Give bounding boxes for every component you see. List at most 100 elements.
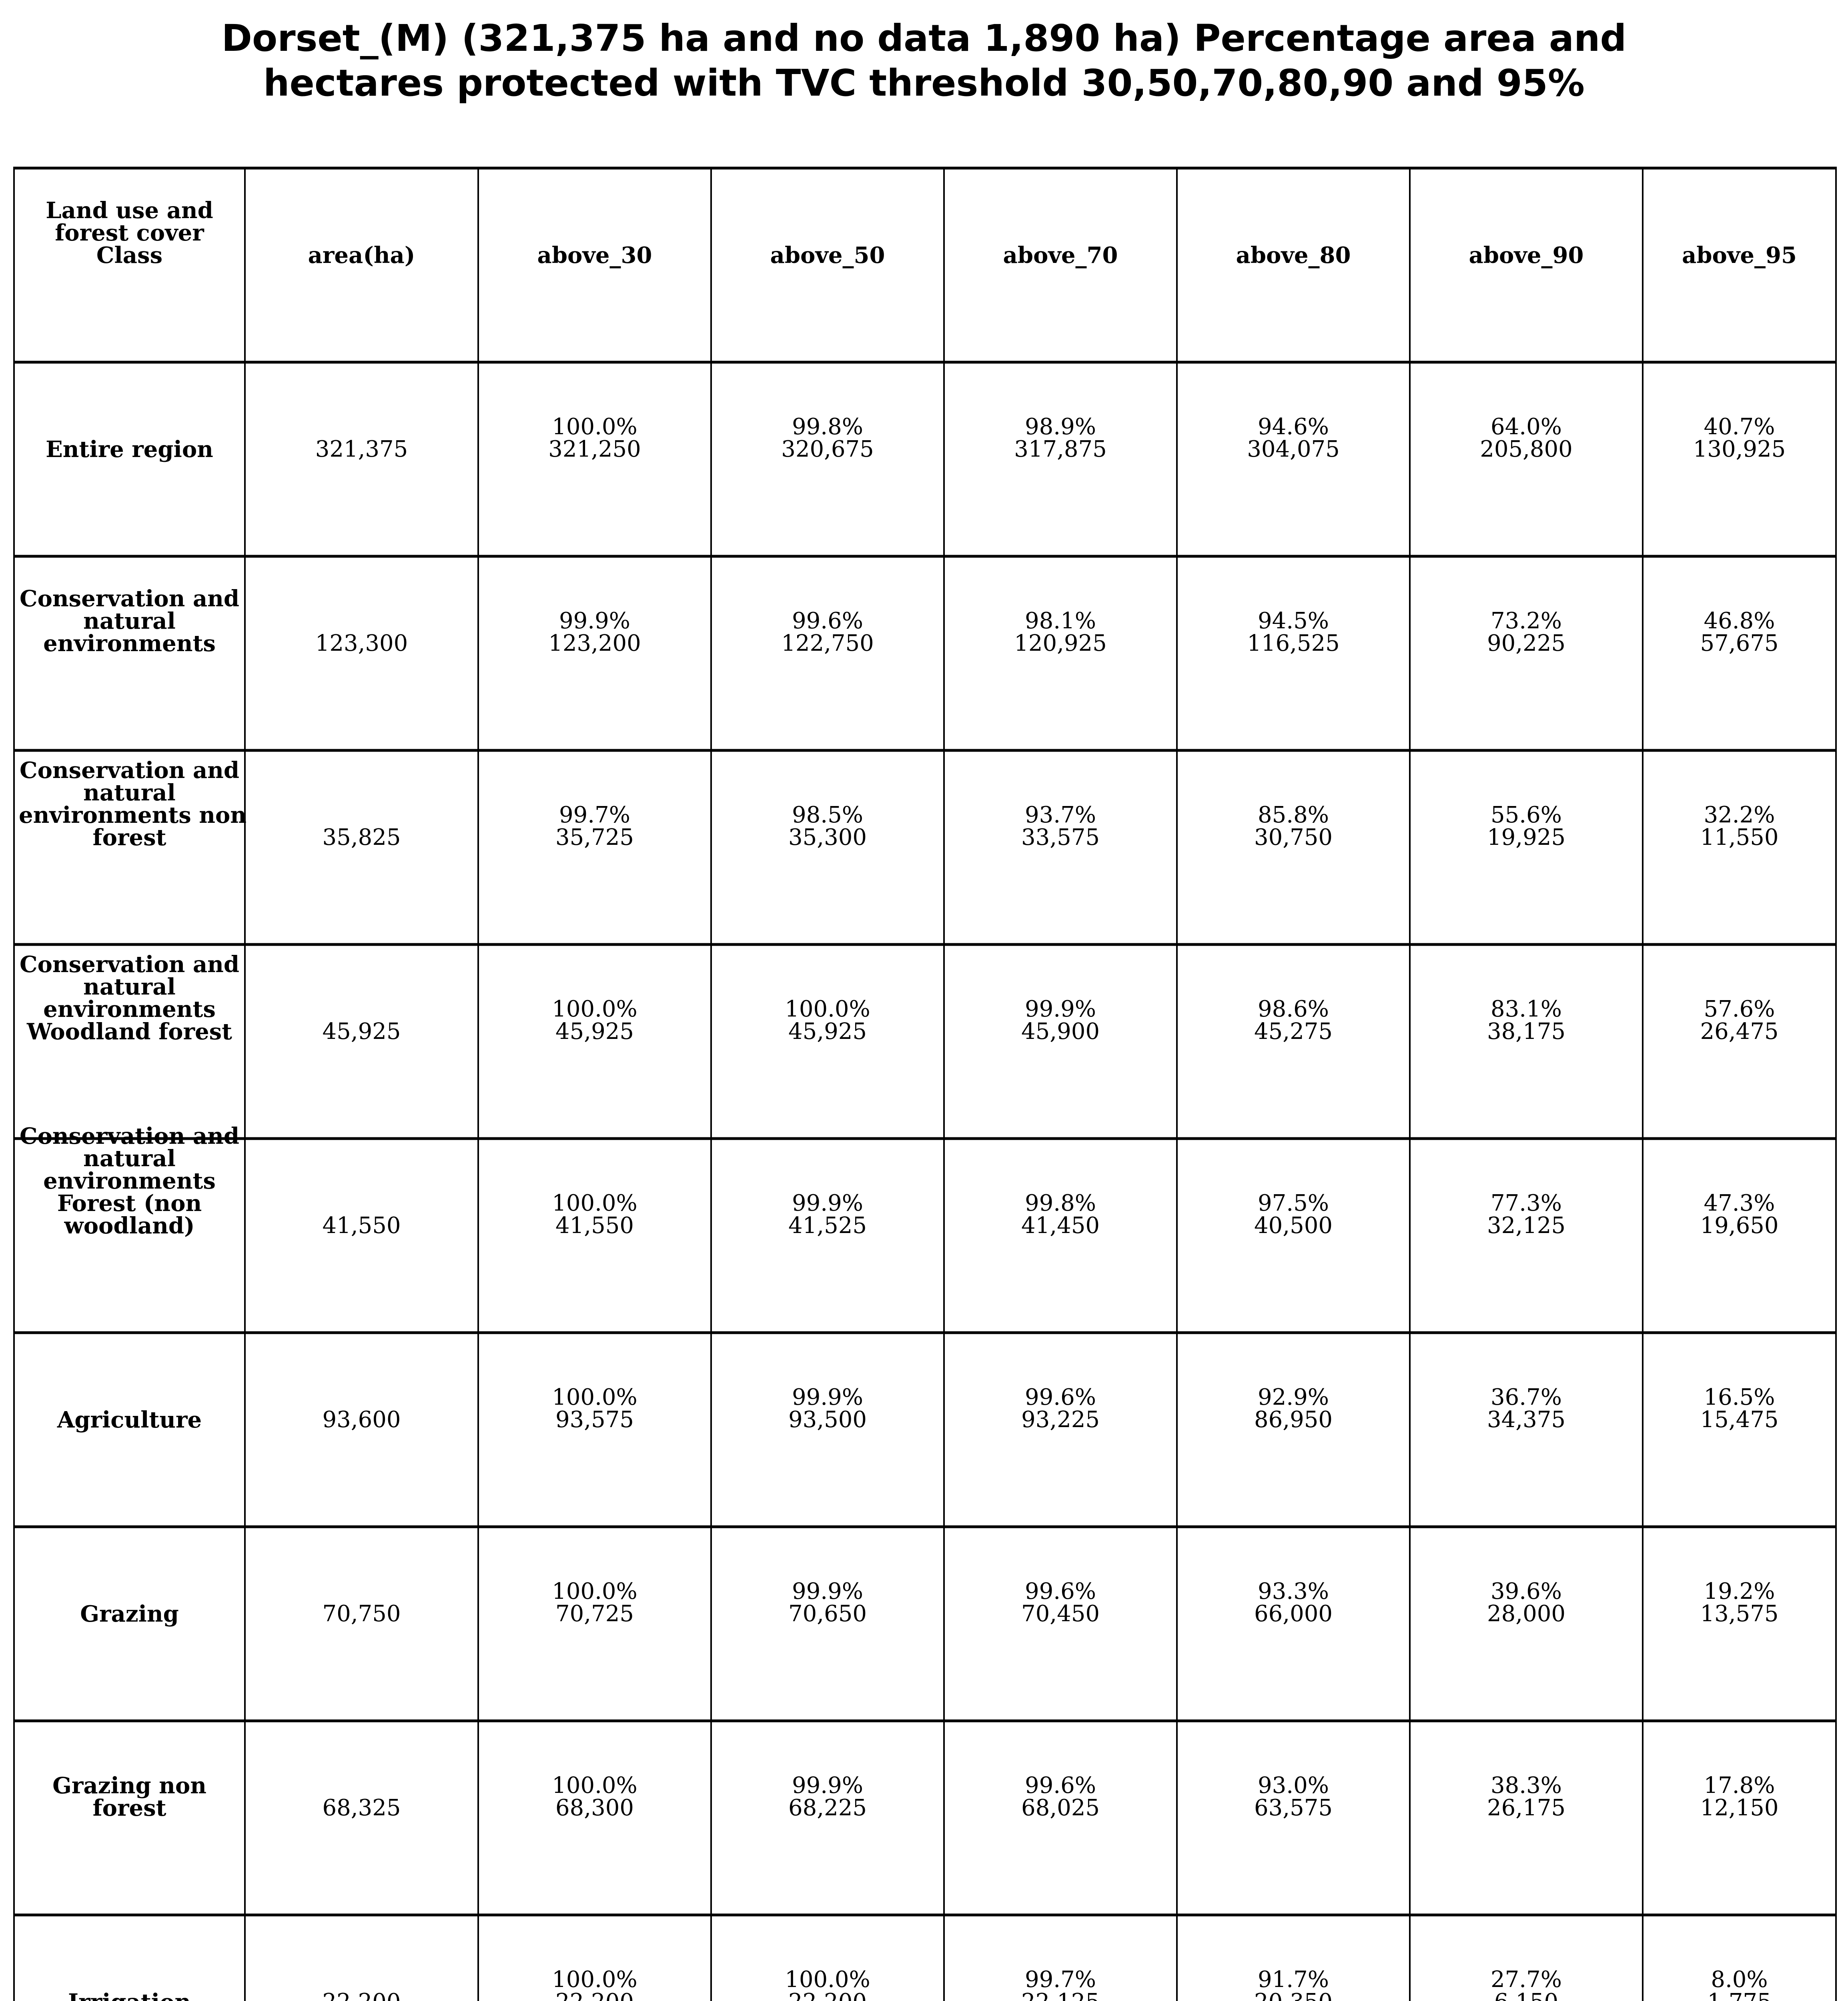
cell-text-line: Conservation and: [20, 1123, 239, 1149]
cell-text: 99.9% 93,500: [716, 1386, 939, 1431]
cell-text-line: 55.6%: [1491, 802, 1562, 828]
cell-text: 93.7% 33,575: [949, 804, 1172, 849]
cell-above-90: 64.0% 205,800: [1409, 362, 1642, 556]
cell-above-80: 97.5% 40,500: [1176, 1139, 1409, 1333]
page-title-line1: Dorset_(M) (321,375 ha and no data 1,890…: [221, 17, 1627, 60]
cell-text: 35,825: [250, 826, 473, 849]
cell-text-line: 205,800: [1480, 436, 1573, 462]
cell-text-line: 38.3%: [1491, 1772, 1562, 1798]
header-cell-area-ha-: area(ha): [244, 168, 477, 362]
cell-above-80: 98.6% 45,275: [1176, 944, 1409, 1139]
cell-above-30: 100.0% 93,575: [477, 1333, 710, 1527]
cell-above-50: 99.9% 68,225: [710, 1721, 943, 1915]
cell-above-50: 100.0%22,200: [710, 1915, 943, 2001]
cell-text-line: 27.7%: [1491, 1967, 1562, 1993]
cell-text: 57.6% 26,475: [1648, 998, 1831, 1043]
cell-text-line: 100.0%: [552, 996, 637, 1022]
cell-text-line: 100.0%: [552, 1967, 637, 1993]
cell-above-95: 19.2% 13,575: [1642, 1527, 1835, 1721]
table-horizontal-border: [13, 361, 1837, 364]
cell-text: above_80: [1182, 244, 1405, 267]
area-value: 123,300: [315, 630, 408, 656]
cell-above-95: 46.8% 57,675: [1642, 556, 1835, 750]
cell-text: 99.6% 70,450: [949, 1580, 1172, 1625]
cell-above-70: 98.1% 120,925: [943, 556, 1176, 750]
cell-text: 99.7%22,125: [949, 1969, 1172, 2001]
cell-text-line: 35,725: [555, 824, 634, 850]
cell-text: 64.0% 205,800: [1415, 416, 1638, 461]
cell-above-95: 8.0%1,775: [1642, 1915, 1835, 2001]
cell-above-50: 98.5% 35,300: [710, 750, 943, 944]
cell-text-line: 99.9%: [559, 608, 630, 634]
cell-area: 41,550: [244, 1139, 477, 1333]
cell-text-line: 100.0%: [552, 1772, 637, 1798]
cell-text-line: 70,650: [788, 1601, 867, 1627]
cell-text: 36.7% 34,375: [1415, 1386, 1638, 1431]
cell-text-line: 68,025: [1021, 1795, 1100, 1821]
cell-text-line: 16.5%: [1704, 1384, 1775, 1410]
cell-text-line: 304,075: [1247, 436, 1340, 462]
area-value: 321,375: [315, 436, 408, 462]
cell-text-line: 64.0%: [1491, 414, 1562, 440]
cell-text: Entire region: [19, 438, 240, 461]
cell-text-line: environments: [43, 630, 216, 657]
cell-above-70: 99.6% 68,025: [943, 1721, 1176, 1915]
cell-text: Conservation and natural environments Woodl…: [19, 953, 240, 1043]
cell-text-line: 63,575: [1254, 1795, 1333, 1821]
cell-above-70: 99.6% 93,225: [943, 1333, 1176, 1527]
cell-text: 92.9% 86,950: [1182, 1386, 1405, 1431]
cell-text-line: Conservation and: [20, 951, 239, 978]
cell-above-95: 47.3% 19,650: [1642, 1139, 1835, 1333]
cell-area: 22,200: [244, 1915, 477, 2001]
cell-text-line: 93.7%: [1025, 802, 1096, 828]
cell-text: 41,550: [250, 1215, 473, 1237]
cell-text-line: forest cover: [55, 220, 204, 246]
page-title: Dorset_(M) (321,375 ha and no data 1,890…: [0, 16, 1848, 106]
cell-text: Irrigation: [19, 1991, 240, 2001]
cell-above-30: 100.0% 41,550: [477, 1139, 710, 1333]
cell-text-line: 99.9%: [792, 1190, 863, 1216]
area-value: 70,750: [322, 1601, 401, 1627]
cell-text-line: 17.8%: [1704, 1772, 1775, 1798]
cell-above-90: 27.7%6,150: [1409, 1915, 1642, 2001]
cell-text-line: 98.6%: [1258, 996, 1329, 1022]
cell-text: 99.9% 123,200: [483, 610, 706, 655]
cell-text-line: 33,575: [1021, 824, 1100, 850]
cell-above-90: 39.6% 28,000: [1409, 1527, 1642, 1721]
cell-text-line: 45,925: [788, 1019, 867, 1045]
cell-text: 99.8% 320,675: [716, 416, 939, 461]
cell-above-70: 99.8% 41,450: [943, 1139, 1176, 1333]
cell-text-line: 100.0%: [552, 414, 637, 440]
cell-text: Grazing: [19, 1603, 240, 1625]
cell-text-line: 99.7%: [559, 802, 630, 828]
cell-text: 123,300: [250, 632, 473, 655]
cell-above-70: 99.7%22,125: [943, 1915, 1176, 2001]
cell-text: 39.6% 28,000: [1415, 1580, 1638, 1625]
cell-text-line: 40.7%: [1704, 414, 1775, 440]
cell-text: 98.5% 35,300: [716, 804, 939, 849]
table-row: Entire region 321,375 100.0% 321,250 99.8% 32…: [15, 362, 1835, 556]
header-cell-above-50: above_50: [710, 168, 943, 362]
cell-text-line: 15,475: [1700, 1407, 1779, 1433]
cell-above-50: 99.9% 70,650: [710, 1527, 943, 1721]
cell-text-line: 41,550: [555, 1213, 634, 1239]
cell-text-line: 317,875: [1014, 436, 1107, 462]
cell-text-line: 34,375: [1487, 1407, 1565, 1433]
cell-text-line: 1,775: [1648, 1991, 1831, 2001]
cell-text-line: 19,650: [1700, 1213, 1779, 1239]
cell-text-line: environments non: [19, 802, 247, 828]
cell-text: 99.9% 41,525: [716, 1192, 939, 1237]
cell-text: 100.0% 68,300: [483, 1774, 706, 1819]
cell-text-line: 91.7%: [1258, 1967, 1329, 1993]
cell-text-line: 19.2%: [1704, 1578, 1775, 1604]
row-label: Entire region: [15, 362, 244, 556]
cell-text-line: above_80: [1236, 242, 1351, 269]
cell-text: 100.0%22,200: [716, 1969, 939, 2001]
cell-text: Grazing non forest: [19, 1774, 240, 1819]
cell-area: 321,375: [244, 362, 477, 556]
cell-above-50: 99.6% 122,750: [710, 556, 943, 750]
cell-text: 83.1% 38,175: [1415, 998, 1638, 1043]
cell-text-line: 41,450: [1021, 1213, 1100, 1239]
table-row: Conservation and natural environments Fores…: [15, 1125, 1835, 1333]
cell-text-line: 57,675: [1700, 630, 1779, 656]
